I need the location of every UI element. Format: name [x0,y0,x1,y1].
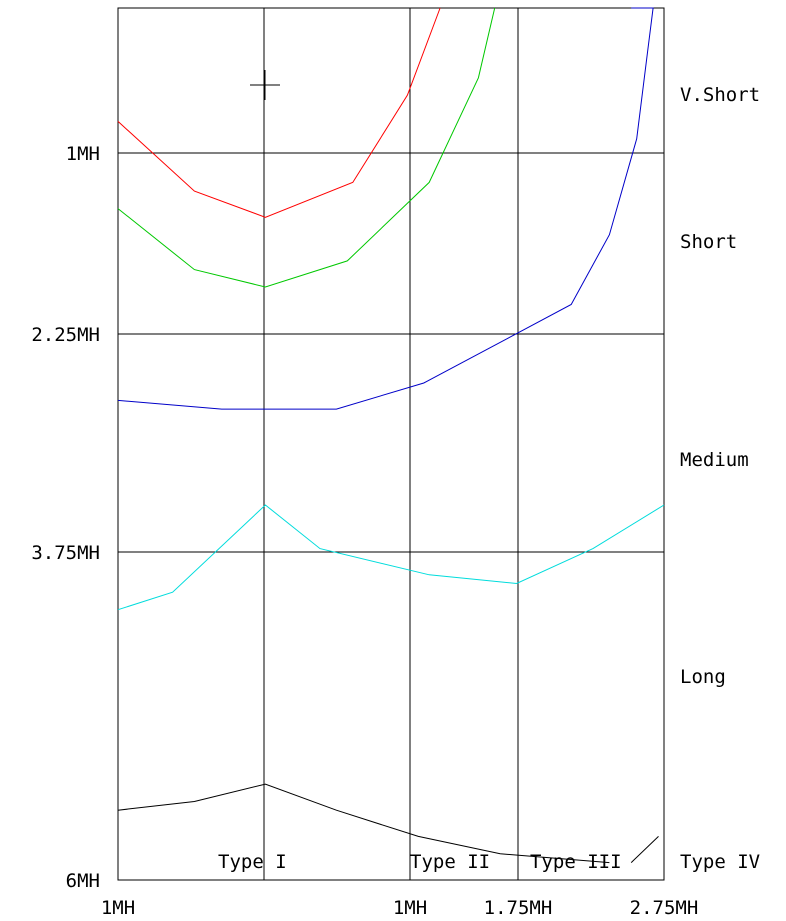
zone-label-1: V.Short [680,84,760,106]
cursor-crosshair [250,70,280,100]
x-tick-label-1: 1MH [101,897,135,919]
plot-frame [117,7,665,881]
x-tick-label-3: 1.75MH [484,897,553,919]
grid [117,7,665,881]
series-line-1 [117,7,441,218]
type-label-2: Type II [410,851,490,873]
type-label-1: Type I [218,851,287,873]
y-tick-label-1: 1MH [66,143,100,165]
y-tick-label-3: 3.75MH [31,542,100,564]
type-label-3: Type III [530,851,622,873]
x-tick-label-4: 2.75MH [630,897,699,919]
type-label-4: Type IV [680,851,760,873]
zone-label-2: Short [680,231,737,253]
series-line-3 [117,7,654,410]
series-line-5 [117,783,610,864]
zone-label-4: Long [680,666,726,688]
y-tick-label-4: 6MH [66,870,100,892]
series-group [117,7,665,864]
series-line-2 [117,7,496,288]
series-line-6 [630,836,659,863]
x-tick-label-2: 1MH [393,897,427,919]
y-tick-label-2: 2.25MH [31,324,100,346]
series-line-4 [117,504,665,611]
zone-label-3: Medium [680,449,749,471]
